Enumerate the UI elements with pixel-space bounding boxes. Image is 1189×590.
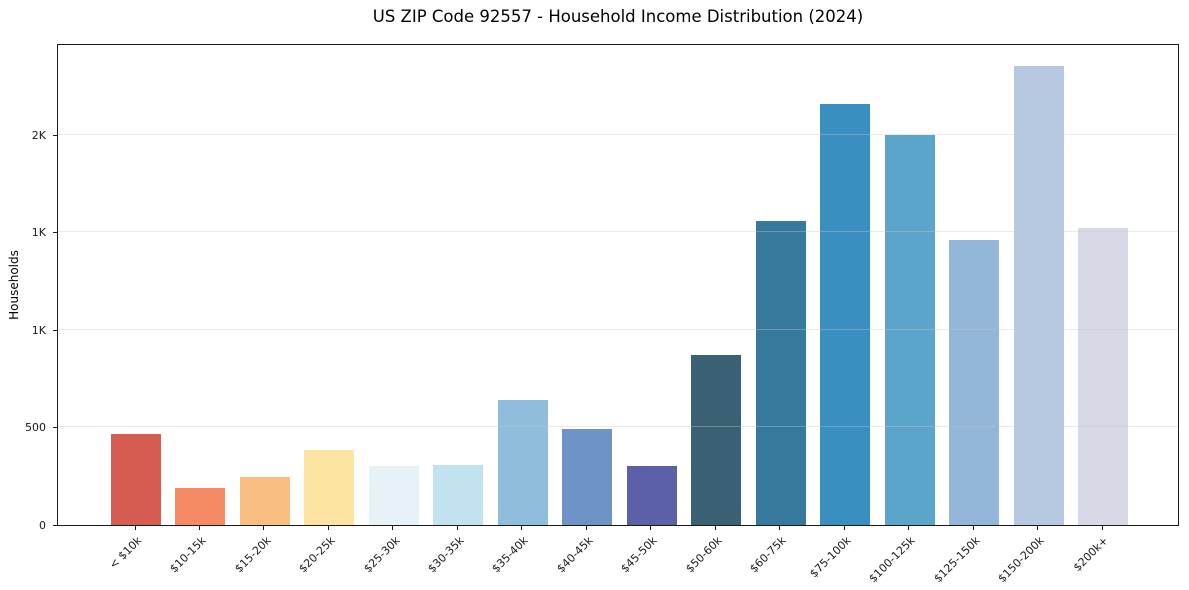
x-tick-label: $40-45k [554, 534, 596, 576]
bar--10k [111, 434, 161, 525]
x-tick-label: $25-30k [360, 534, 403, 576]
x-tick-label: $60-75k [747, 534, 789, 576]
y-tick-label: 0 [39, 519, 46, 532]
x-tick-mark [456, 526, 458, 530]
x-tick-mark [843, 526, 845, 530]
x-tick-mark [521, 526, 523, 530]
x-tick-label: $45-50k [618, 534, 660, 576]
y-tick-mark [53, 427, 57, 429]
y-tick-mark [53, 525, 57, 526]
x-tick-mark [392, 526, 394, 530]
y-axis: 0 500 1K 1K 2K [0, 44, 57, 532]
x-tick-label: $150-200k [995, 534, 1047, 586]
bar--200k+ [1078, 228, 1129, 525]
x-tick-label: $35-40k [489, 534, 532, 576]
x-tick-mark [1037, 526, 1039, 530]
x-tick-label: $10-15k [167, 534, 209, 576]
x-tick-mark [779, 526, 781, 530]
x-tick-mark [908, 526, 910, 530]
plot-area [57, 44, 1179, 526]
x-tick-label: < $10k [106, 534, 145, 572]
x-tick-mark [1101, 526, 1103, 530]
bar--125-150k [949, 240, 1000, 525]
y-tick-label: 1K [31, 226, 46, 240]
x-tick-mark [650, 526, 652, 530]
gridline-1000 [58, 328, 1178, 330]
bar--40-45k [562, 429, 613, 525]
bar--150-200k [1013, 66, 1064, 525]
x-tick-label: $200k+ [1071, 534, 1112, 575]
x-tick-label: $15-20k [231, 534, 274, 576]
bar--20-25k [304, 449, 355, 525]
chart-title: US ZIP Code 92557 - Household Income Dis… [372, 7, 864, 26]
bar--15-20k [239, 477, 290, 525]
x-tick-mark [714, 526, 716, 530]
bar--25-30k [368, 465, 419, 525]
bar--35-40k [497, 400, 548, 525]
gridline-500 [58, 426, 1178, 428]
x-tick-mark [327, 526, 329, 530]
y-tick-label: 1K [31, 323, 46, 337]
gridline-2000 [58, 133, 1178, 135]
bar--75-100k [820, 103, 871, 525]
bar--45-50k [626, 465, 677, 525]
y-tick-mark [53, 329, 57, 331]
y-tick-mark [53, 134, 57, 136]
x-tick-label: $75-100k [807, 534, 854, 581]
bar--30-35k [433, 464, 484, 525]
x-tick-mark [198, 526, 200, 530]
x-axis: < $10k $10-15k $15-20k $20-25k $25-30k $30-35… [57, 526, 1179, 590]
bar--100-125k [884, 134, 935, 525]
x-tick-label: $125-150k [931, 534, 983, 586]
gridline-1500 [58, 231, 1178, 233]
x-tick-mark [134, 526, 136, 530]
x-tick-label: $50-60k [683, 534, 725, 576]
x-tick-mark [972, 526, 974, 530]
y-tick-label: 2K [31, 128, 46, 142]
bar--10-15k [175, 487, 226, 525]
x-tick-mark [585, 526, 587, 530]
bar--60-75k [755, 220, 806, 525]
x-tick-label: $100-125k [866, 534, 918, 586]
bar--50-60k [691, 355, 742, 525]
y-tick-mark [53, 232, 57, 234]
y-tick-label: 500 [25, 421, 46, 435]
x-tick-label: $30-35k [425, 534, 467, 576]
x-tick-mark [263, 526, 265, 530]
x-tick-label: $20-25k [296, 534, 338, 576]
